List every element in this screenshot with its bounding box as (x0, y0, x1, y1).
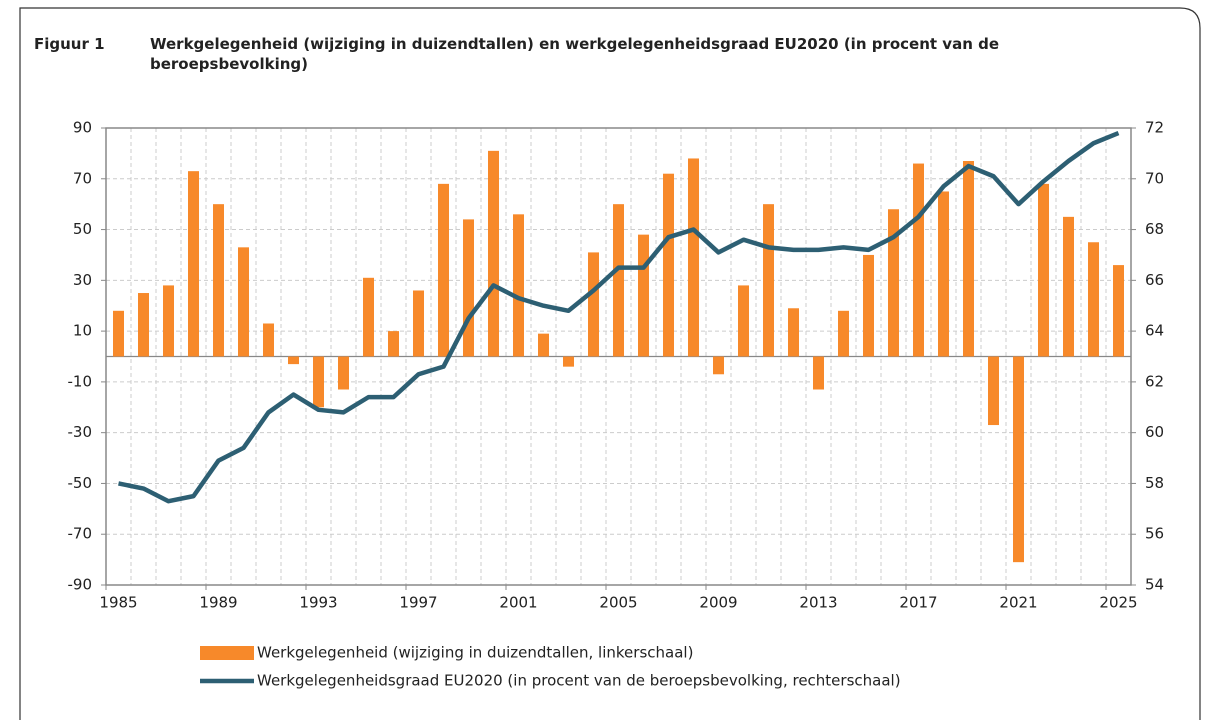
y2-tick-label: 56 (1145, 525, 1164, 543)
y2-tick-label: 62 (1145, 372, 1164, 390)
y2-tick-label: 68 (1145, 220, 1164, 238)
y-tick-label: 30 (73, 271, 92, 289)
y2-tick-label: 60 (1145, 423, 1164, 441)
x-tick-label: 1997 (399, 594, 437, 612)
legend-label: Werkgelegenheidsgraad EU2020 (in procent… (257, 672, 901, 690)
y-tick-label: -90 (68, 576, 93, 594)
bar (188, 171, 199, 357)
y2-tick-label: 58 (1145, 474, 1164, 492)
y-tick-label: -30 (68, 423, 93, 441)
bar (1063, 216, 1074, 357)
x-tick-label: 2021 (999, 594, 1037, 612)
y-tick-label: 70 (73, 169, 92, 187)
bar (688, 158, 699, 357)
bar (488, 150, 499, 357)
bar (238, 247, 249, 357)
y2-tick-label: 72 (1145, 119, 1164, 137)
y2-tick-label: 64 (1145, 322, 1164, 340)
bar (313, 356, 324, 408)
legend-label: Werkgelegenheid (wijziging in duizendtal… (257, 644, 693, 662)
x-tick-label: 2005 (599, 594, 637, 612)
bar (213, 204, 224, 357)
bar (638, 234, 649, 357)
bar (163, 285, 174, 357)
bar (363, 277, 374, 357)
bar (838, 310, 849, 357)
y-tick-label: 90 (73, 119, 92, 137)
bar (613, 204, 624, 357)
bar (263, 323, 274, 357)
bar (738, 285, 749, 357)
bar (588, 252, 599, 357)
bar (388, 331, 399, 357)
x-tick-label: 2009 (699, 594, 737, 612)
x-tick-label: 2017 (899, 594, 937, 612)
y-tick-label: -50 (68, 474, 93, 492)
figure-label: Figuur 1 (34, 35, 105, 53)
bar (1038, 183, 1049, 357)
y2-tick-label: 66 (1145, 271, 1164, 289)
x-tick-label: 1985 (99, 594, 137, 612)
bar (763, 204, 774, 357)
y2-tick-label: 54 (1145, 576, 1164, 594)
bar (663, 173, 674, 357)
bar (713, 356, 724, 375)
bar (288, 356, 299, 365)
legend-swatch (200, 646, 254, 660)
y-tick-label: 50 (73, 220, 92, 238)
bar (888, 209, 899, 357)
x-tick-label: 2025 (1099, 594, 1137, 612)
bar (1113, 265, 1124, 357)
bar (963, 161, 974, 357)
chart-title: Werkgelegenheid (wijziging in duizendtal… (150, 35, 1000, 73)
bar (513, 214, 524, 357)
x-tick-label: 2001 (499, 594, 537, 612)
x-tick-label: 2013 (799, 594, 837, 612)
y-tick-label: -10 (68, 372, 93, 390)
bar (1013, 356, 1024, 563)
bar (988, 356, 999, 426)
bar (463, 219, 474, 357)
bar (113, 310, 124, 357)
bar (938, 191, 949, 357)
y-tick-label: 10 (73, 322, 92, 340)
bar (563, 356, 574, 367)
y-tick-label: -70 (68, 525, 93, 543)
bar (438, 183, 449, 357)
bar (538, 333, 549, 357)
x-tick-label: 1989 (199, 594, 237, 612)
bar (138, 293, 149, 357)
y2-tick-label: 70 (1145, 169, 1164, 187)
bar (338, 356, 349, 390)
frame (19, 7, 1201, 720)
bar (813, 356, 824, 390)
bar (788, 308, 799, 357)
bar (413, 290, 424, 357)
bar (863, 254, 874, 357)
bar (913, 163, 924, 357)
line (118, 130, 1120, 504)
x-tick-label: 1993 (299, 594, 337, 612)
bar (1088, 242, 1099, 357)
